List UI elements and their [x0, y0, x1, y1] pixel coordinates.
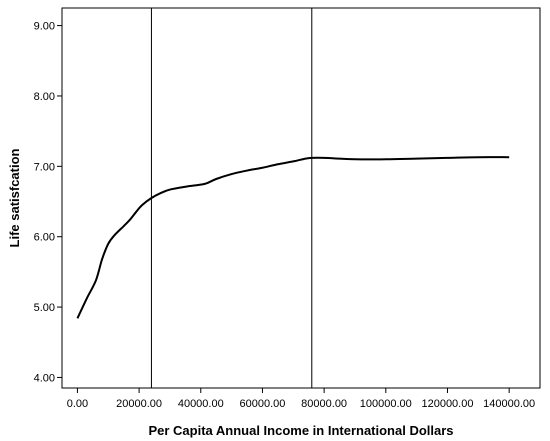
reference-lines: [150, 8, 313, 388]
plot-frame: [61, 7, 541, 389]
x-tick-label: 120000.00: [421, 398, 473, 410]
x-tick-label: 0.00: [67, 398, 88, 410]
x-tick-label: 140000.00: [483, 398, 535, 410]
x-axis-title: Per Capita Annual Income in Internationa…: [148, 423, 453, 438]
y-tick-label: 9.00: [34, 21, 55, 33]
x-tick-label: 40000.00: [178, 398, 224, 410]
x-tick-label: 20000.00: [116, 398, 162, 410]
y-tick-label: 7.00: [34, 161, 55, 173]
y-tick-label: 5.00: [34, 302, 55, 314]
x-tick-label: 100000.00: [360, 398, 412, 410]
x-tick-label: 80000.00: [301, 398, 347, 410]
y-tick-label: 8.00: [34, 91, 55, 103]
y-axis-title: Life satisfcation: [7, 148, 22, 247]
y-axis: 4.00 5.00 6.00 7.00 8.00 9.00: [34, 21, 62, 384]
series-line: [76, 156, 510, 319]
x-axis: 0.00 20000.00 40000.00 60000.00 80000.00 1000…: [67, 388, 535, 410]
x-tick-label: 60000.00: [240, 398, 286, 410]
y-tick-label: 4.00: [34, 372, 55, 384]
y-tick-label: 6.00: [34, 232, 55, 244]
